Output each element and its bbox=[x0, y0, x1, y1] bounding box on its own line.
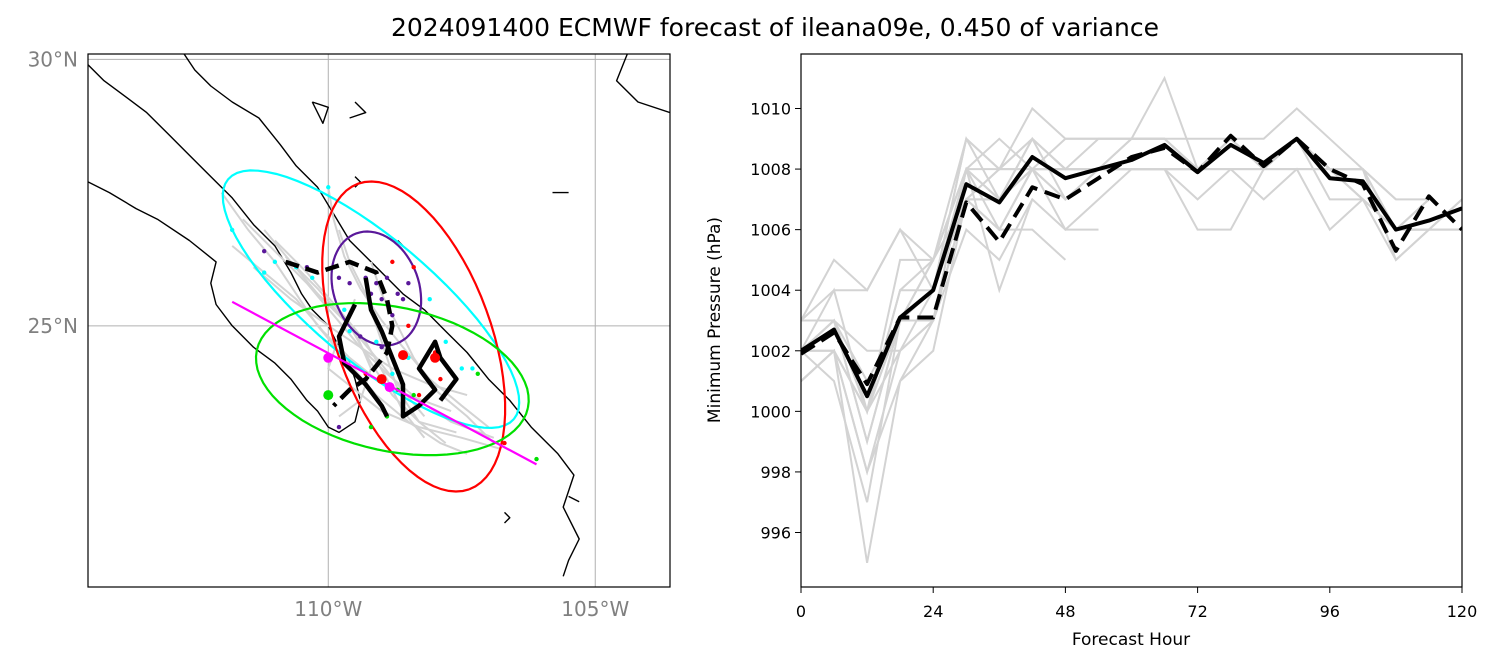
member-track-10 bbox=[370, 261, 495, 444]
purple-point-14 bbox=[336, 424, 342, 430]
member-pressure-13 bbox=[801, 135, 1462, 352]
green-point-2 bbox=[475, 371, 480, 376]
pressure-ytick-label-2: 1000 bbox=[750, 402, 791, 421]
pressure-xtick-label-5: 120 bbox=[1447, 602, 1478, 621]
pressure-ytick-label-7: 1010 bbox=[750, 100, 791, 119]
green-point-4 bbox=[368, 424, 374, 430]
pressure-xtick-label-0: 0 bbox=[796, 602, 806, 621]
member-pressure-2 bbox=[801, 137, 1397, 446]
pressure-tick-labels: 0 24 48 72 96 120 996 998 1000 1002 1004 1006 1008 10… bbox=[750, 100, 1477, 621]
pressure-ytick-label-4: 1004 bbox=[750, 281, 791, 300]
pressure-panel: 0 24 48 72 96 120 996 998 1000 1002 1004 1006 1008 10… bbox=[705, 53, 1477, 650]
pressure-x-axis-label: Forecast Hour bbox=[1072, 630, 1190, 650]
red-point-4 bbox=[438, 376, 443, 382]
cyan-point-11 bbox=[470, 366, 475, 371]
member-track-5 bbox=[327, 187, 490, 428]
member-track-3 bbox=[327, 298, 500, 450]
pressure-ytick-label-3: 1002 bbox=[750, 342, 791, 361]
map-frame bbox=[87, 53, 671, 588]
purple-point-5 bbox=[374, 280, 379, 286]
purple-point-2 bbox=[336, 275, 342, 281]
member-track-4 bbox=[338, 229, 447, 444]
pressure-frame bbox=[800, 53, 1463, 588]
coastline-7 bbox=[568, 495, 580, 503]
cyan-point-5 bbox=[310, 275, 315, 281]
cyan-ellipse bbox=[221, 169, 521, 430]
coastline-1 bbox=[183, 54, 580, 577]
coastline-3 bbox=[311, 101, 329, 125]
green-point-3 bbox=[534, 456, 539, 462]
map-plot-area bbox=[88, 54, 670, 587]
green-marker-2 bbox=[323, 390, 334, 401]
pressure-xtick-label-1: 24 bbox=[923, 602, 943, 621]
red-marker-3 bbox=[398, 350, 409, 361]
purple-point-3 bbox=[347, 280, 352, 286]
purple-point-12 bbox=[358, 334, 363, 339]
purple-point-8 bbox=[379, 296, 384, 302]
pressure-y-axis-label: Minimum Pressure (hPa) bbox=[705, 217, 725, 423]
cyan-point-0 bbox=[326, 185, 331, 190]
member-track-7 bbox=[284, 255, 457, 434]
green-ellipse bbox=[254, 301, 530, 457]
cyan-point-3 bbox=[272, 259, 278, 265]
member-track-9 bbox=[300, 277, 373, 418]
pressure-xtick-label-3: 72 bbox=[1187, 602, 1207, 621]
red-point-6 bbox=[502, 440, 507, 446]
coastline-8 bbox=[504, 511, 511, 524]
purple-point-10 bbox=[390, 312, 395, 318]
map-xtick-label-0: 110°W bbox=[294, 597, 362, 621]
figure-title: 2024091400 ECMWF forecast of ileana09e, … bbox=[391, 13, 1159, 42]
pressure-ytick-label-0: 996 bbox=[760, 523, 791, 542]
green-point-1 bbox=[411, 392, 416, 398]
map-xtick-label-1: 105°W bbox=[561, 597, 629, 621]
map-ytick-label-0: 25°N bbox=[28, 314, 78, 338]
mean-track-2 bbox=[336, 303, 390, 418]
red-point-1 bbox=[390, 259, 395, 265]
map-tick-labels: 110°W 105°W 25°N 30°N bbox=[28, 47, 630, 621]
magenta-marker-1 bbox=[384, 382, 395, 393]
purple-point-0 bbox=[262, 249, 267, 254]
member-track-0 bbox=[220, 192, 468, 455]
cyan-point-13 bbox=[443, 339, 448, 345]
red-marker-4 bbox=[430, 352, 441, 363]
pressure-plot-area bbox=[801, 75, 1462, 563]
map-ytick-label-1: 30°N bbox=[28, 47, 78, 71]
mean-track-0 bbox=[284, 259, 395, 408]
mean-pressure-solid bbox=[801, 136, 1462, 399]
cyan-point-8 bbox=[374, 339, 379, 345]
red-point-2 bbox=[406, 323, 411, 329]
purple-point-6 bbox=[384, 275, 390, 281]
red-point-0 bbox=[411, 265, 416, 270]
cyan-point-10 bbox=[459, 366, 464, 371]
track-map-panel: 110°W 105°W 25°N 30°N bbox=[28, 47, 671, 621]
purple-ellipse bbox=[330, 230, 423, 347]
cyan-point-2 bbox=[262, 270, 267, 275]
cyan-point-14 bbox=[427, 296, 432, 302]
member-pressure-0 bbox=[801, 107, 1429, 321]
purple-point-11 bbox=[406, 280, 411, 286]
coastline-0 bbox=[88, 64, 361, 434]
pressure-xtick-label-4: 96 bbox=[1320, 602, 1340, 621]
coastline-4 bbox=[349, 101, 367, 119]
red-ellipse bbox=[321, 180, 507, 493]
magenta-marker-0 bbox=[323, 352, 334, 363]
pressure-ytick-label-1: 998 bbox=[760, 463, 791, 482]
purple-point-15 bbox=[400, 296, 406, 302]
cyan-point-7 bbox=[347, 328, 352, 334]
cyan-point-1 bbox=[229, 227, 235, 233]
red-point-5 bbox=[416, 392, 422, 398]
coastline-2 bbox=[615, 54, 670, 114]
pressure-xtick-label-2: 48 bbox=[1055, 602, 1075, 621]
mean-track-1 bbox=[363, 277, 459, 419]
mean-pressure-dashed bbox=[801, 133, 1462, 387]
cyan-point-6 bbox=[342, 307, 347, 313]
pressure-ytick-label-6: 1008 bbox=[750, 160, 791, 179]
purple-point-7 bbox=[395, 291, 400, 297]
red-marker-5 bbox=[376, 374, 387, 385]
cyan-point-12 bbox=[390, 371, 395, 376]
purple-point-13 bbox=[379, 344, 384, 350]
pressure-ytick-label-5: 1006 bbox=[750, 221, 791, 240]
